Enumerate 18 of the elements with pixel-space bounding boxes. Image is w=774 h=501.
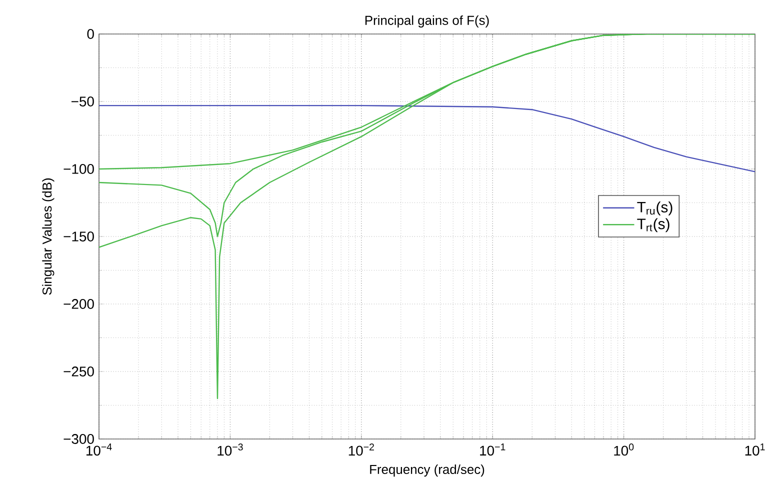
y-tick-label: −100	[64, 164, 94, 174]
x-tick-label: 10$^{−2}$	[348, 444, 374, 456]
x-tick-label: 10$^{1}$	[745, 444, 765, 456]
y-axis-title: Singular Values (dB)	[42, 178, 54, 295]
legend-label: T$_{ru}$(s)	[637, 201, 672, 216]
y-tick-label: −50	[72, 96, 94, 106]
x-tick-label: 10$^{−1}$	[480, 444, 506, 456]
y-tick-label: −250	[64, 366, 94, 376]
x-tick-label: 10$^{−4}$	[86, 444, 112, 456]
y-tick-label: 0	[87, 29, 94, 39]
legend-label: T$_{rt}$(s)	[637, 218, 670, 232]
y-tick-label: −200	[64, 299, 94, 309]
x-tick-label: 10$^{0}$	[614, 444, 634, 456]
y-tick-label: −300	[64, 434, 94, 444]
x-axis-title: Frequency (rad/sec)	[370, 464, 484, 477]
chart-title: Principal gains of F(s)	[365, 15, 489, 28]
y-tick-label: −150	[64, 232, 94, 242]
x-tick-label: 10$^{−3}$	[218, 444, 243, 456]
